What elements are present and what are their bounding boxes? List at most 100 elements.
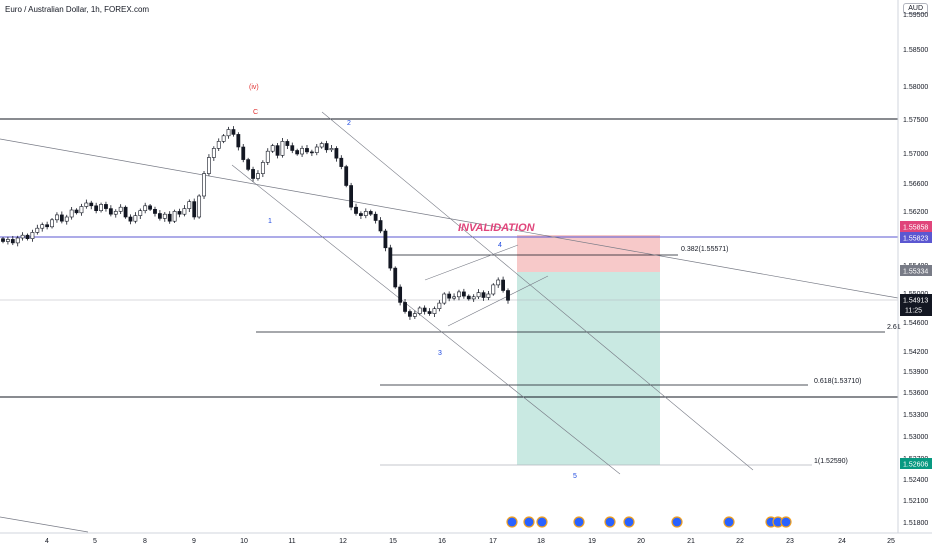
candle-body [408,311,412,317]
candle-body [275,145,280,156]
wave-label-4: 4 [498,242,502,249]
candle-body [319,143,324,148]
currency-button[interactable]: AUD [903,3,928,14]
invalidation-label: INVALIDATION [458,222,536,234]
price-tick-label: 1.54600 [903,320,928,327]
candle-body [305,148,309,153]
wave-label-2: 2 [347,120,351,127]
candle-body [486,293,491,298]
candle-body [388,247,393,269]
time-tick-label: 5 [93,538,97,545]
candle-body [118,206,123,212]
candle-body [221,135,226,142]
price-tick-label: 1.56200 [903,209,928,216]
candle-body [251,169,255,179]
candle-body [84,202,89,207]
candle-body [256,173,260,179]
target-zone [517,272,660,465]
candle-body [45,224,50,228]
candle-body [417,307,422,314]
candle-body [393,267,398,288]
candle-body [143,205,148,212]
svg-text:11:25: 11:25 [905,308,922,315]
candle-body [270,145,275,152]
candle-body [260,162,265,174]
time-tick-label: 23 [786,538,794,545]
candle-body [157,213,162,219]
candle-body [148,205,152,210]
candle-body [187,201,192,209]
svg-text:1.55334: 1.55334 [903,269,928,276]
candle-body [231,129,236,135]
event-marker [623,516,635,528]
price-tick-label: 1.57000 [903,151,928,158]
price-tick-label: 1.58000 [903,84,928,91]
candle-body [466,295,471,300]
candle-body [241,146,246,160]
economic-events[interactable] [506,516,792,528]
wave-label-iv: (iv) [249,84,259,91]
candle-body [378,220,383,232]
candle-body [202,173,206,197]
price-tick-label: 1.54200 [903,349,928,356]
time-tick-label: 10 [240,538,248,545]
event-marker [573,516,585,528]
candle-body [79,206,84,214]
fib-0382-label: 0.382(1.55571) [681,246,728,253]
time-tick-label: 19 [588,538,596,545]
candle-body [368,211,373,215]
candle-body [35,227,40,233]
candle-body [104,204,108,209]
candle-body [10,239,15,244]
candle-body [432,308,437,314]
candle-body [334,148,339,159]
long-trendline [0,138,899,299]
candle-body [422,307,427,312]
candle-body [1,238,5,242]
candle-body [197,195,202,218]
candle-body [471,296,476,300]
candle-body [403,302,407,312]
candle-body [25,234,30,239]
candle-body [55,214,59,221]
time-axis[interactable]: 4 5 8 9 10 11 12 15 16 17 18 19 20 21 22 23 24 25 [45,538,895,545]
candle-body [359,213,363,216]
price-badge-entry: 1.55334 [900,265,932,276]
stop-zone [517,235,660,272]
candle-body [373,213,378,221]
candle-body [398,286,403,303]
price-tick-label: 1.53600 [903,390,928,397]
price-tick-label: 1.56600 [903,181,928,188]
candle-body [285,141,290,146]
candle-body [295,150,300,155]
candle-body [339,157,344,167]
price-tick-label: 1.59500 [903,12,928,19]
candle-body [496,279,501,286]
candlestick-series [1,126,510,320]
candle-body [15,237,20,244]
svg-text:1.54913: 1.54913 [903,298,928,305]
event-marker [523,516,535,528]
wave-label-c: C [253,109,258,116]
candle-body [506,290,510,301]
time-tick-label: 18 [537,538,545,545]
candle-body [6,239,10,242]
candle-body [329,148,334,151]
candle-body [309,151,314,154]
wedge-upper-line [424,244,519,281]
svg-text:1.52606: 1.52606 [903,462,928,469]
price-tick-label: 1.52100 [903,498,928,505]
candle-body [123,206,128,218]
candle-body [300,148,304,155]
candle-body [280,141,285,156]
time-tick-label: 25 [887,538,895,545]
time-tick-label: 11 [288,538,295,545]
candle-body [182,208,187,215]
price-tick-label: 1.51800 [903,520,928,527]
price-tick-label: 1.58500 [903,47,928,54]
candle-body [40,224,45,229]
candle-body [69,209,74,218]
fib-0618-label: 0.618(1.53710) [814,378,861,385]
candle-body [162,213,167,219]
